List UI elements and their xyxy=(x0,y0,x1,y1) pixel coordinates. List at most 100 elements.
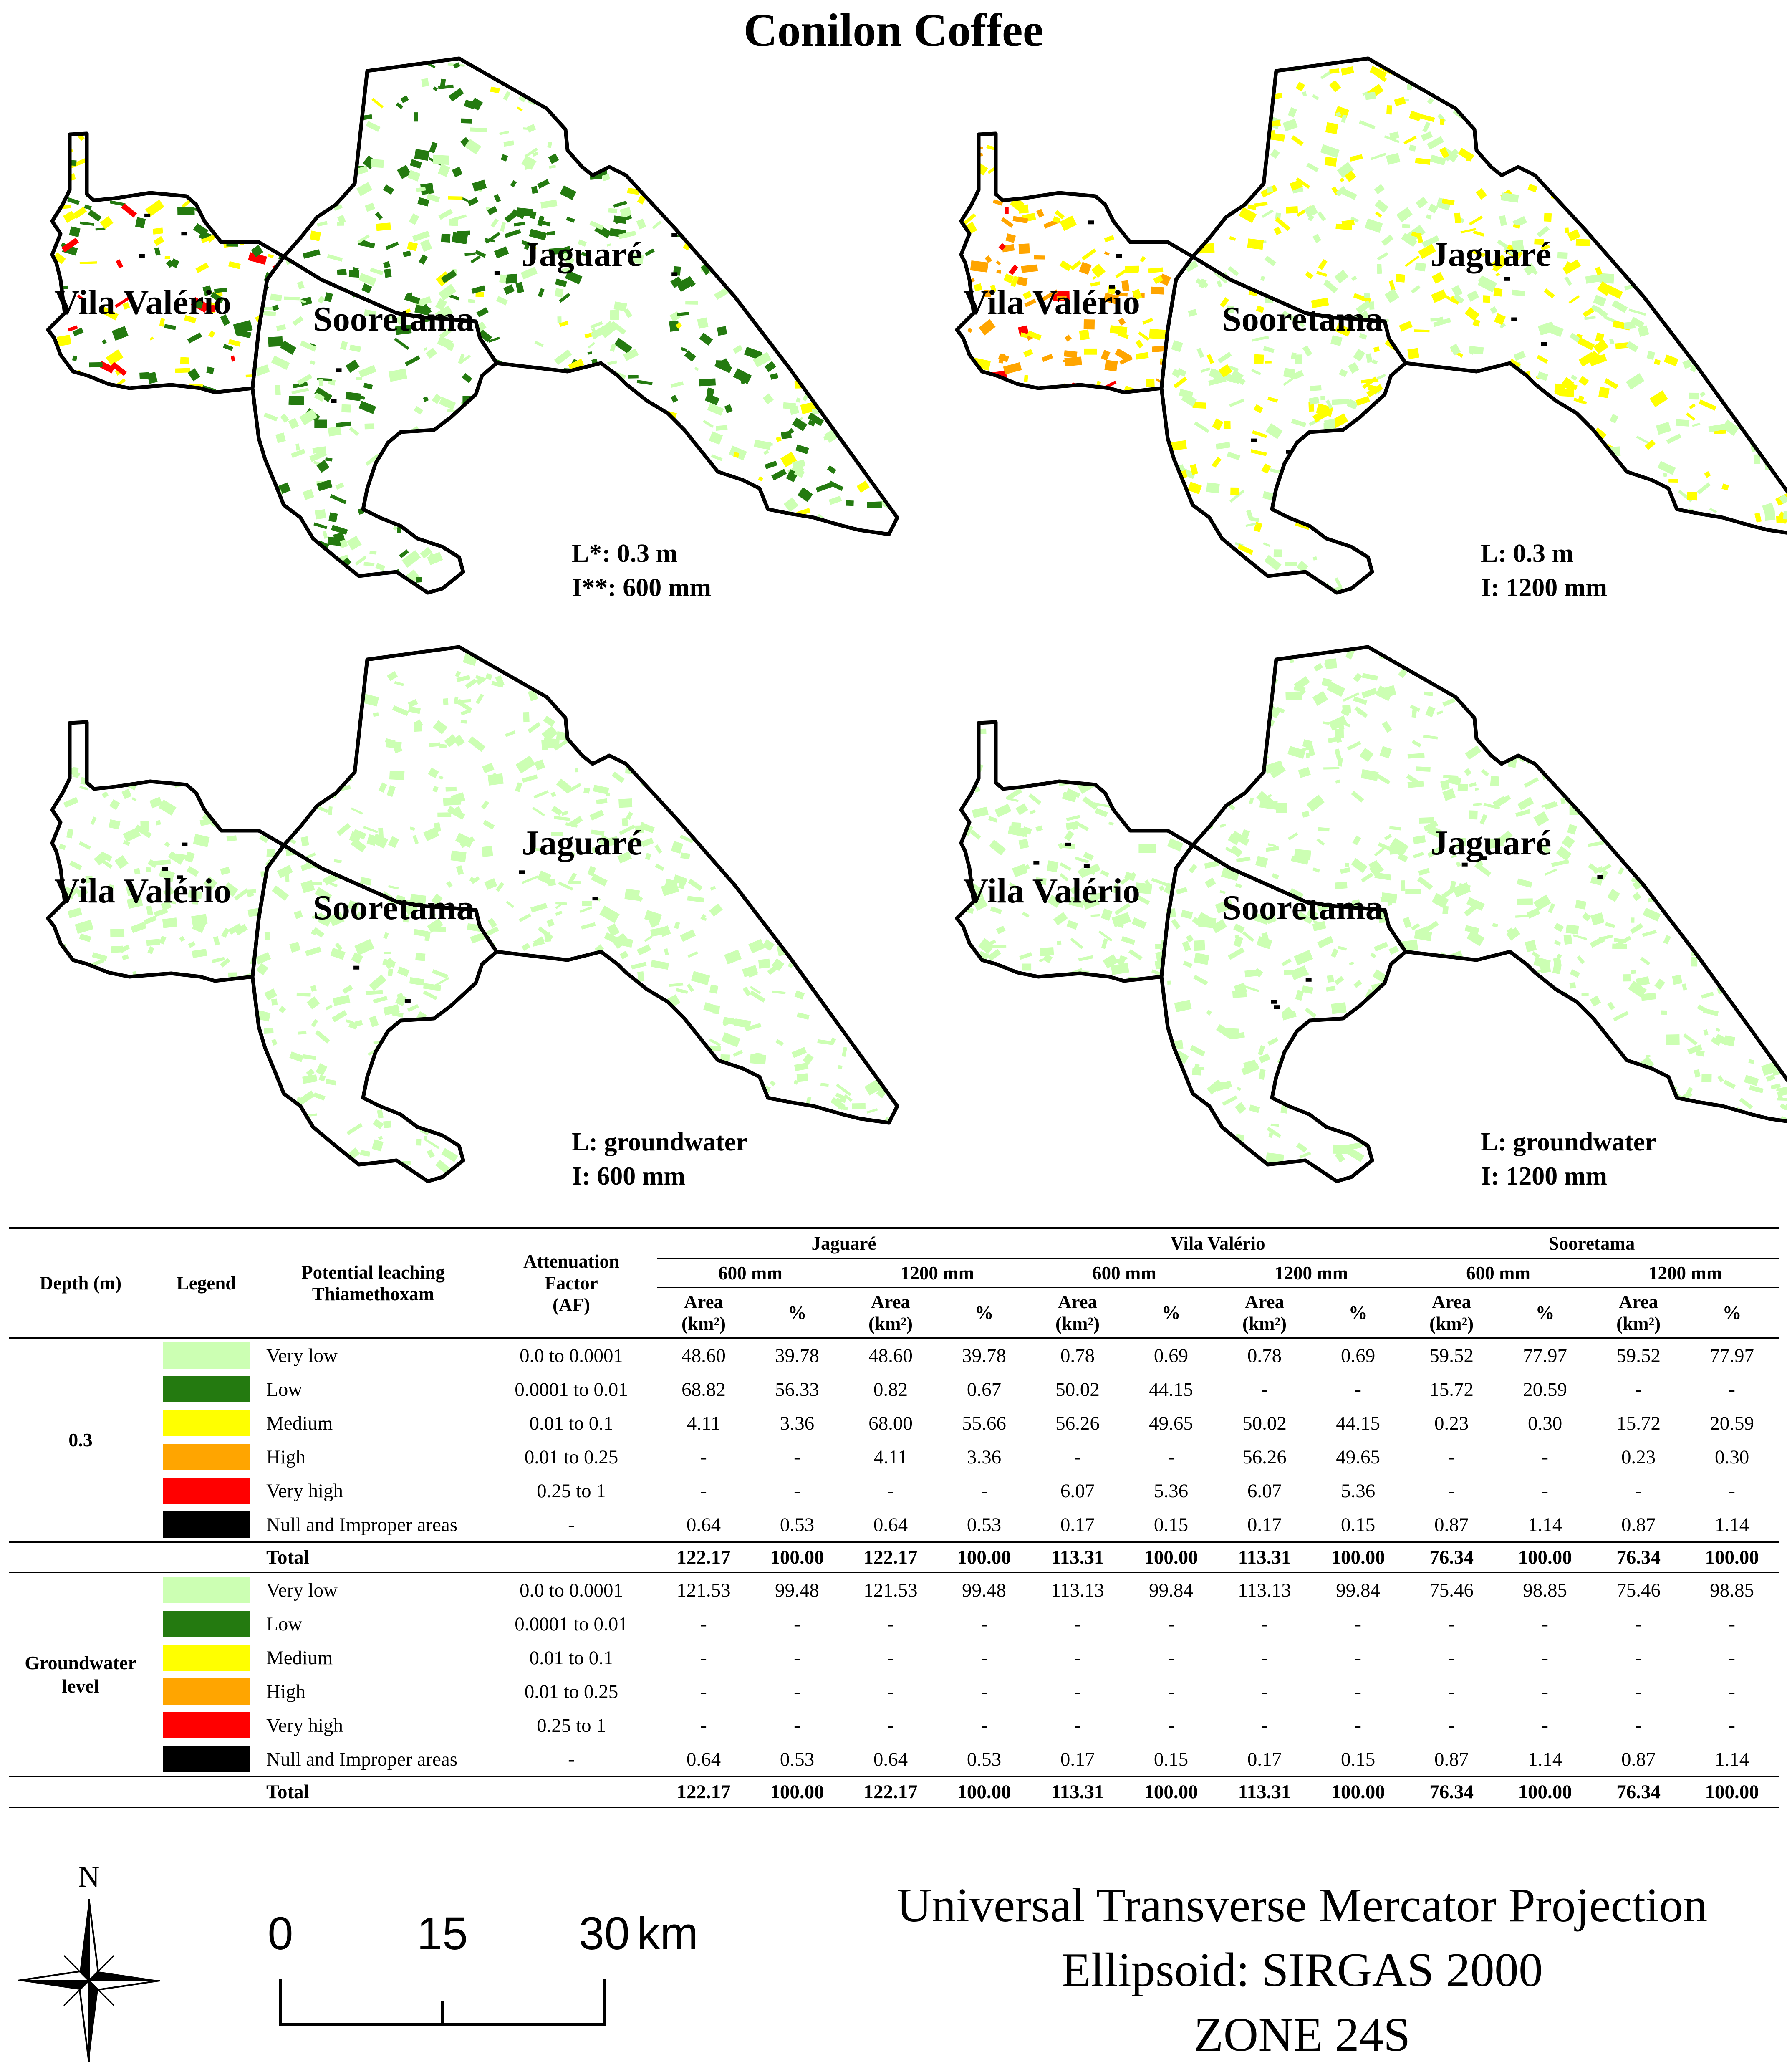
header-text: Area xyxy=(1432,1291,1471,1312)
value-cell: 98.85 xyxy=(1710,1579,1754,1601)
layer-depth-label: L: groundwater xyxy=(1481,1128,1656,1156)
value-cell: - xyxy=(1168,1446,1174,1468)
total-value-cell: 100.00 xyxy=(1124,1776,1218,1808)
value-cell: - xyxy=(1635,1714,1642,1736)
class-cell: Very low xyxy=(266,1344,338,1367)
label-sooretama: Sooretama xyxy=(313,300,474,339)
table-row: High 0.01 to 0.25 - - 4.11 3.36 - - 56.26 49.65 - -… xyxy=(9,1440,1779,1474)
header-text: % xyxy=(1161,1302,1181,1323)
value-cell: - xyxy=(1168,1613,1174,1635)
value-cell: 99.84 xyxy=(1336,1579,1380,1601)
total-value-cell: 113.31 xyxy=(1218,1541,1312,1573)
legend-swatch xyxy=(163,1746,250,1772)
value-cell: 44.15 xyxy=(1336,1412,1380,1434)
map-panel-4: Vila Valério Sooretama Jaguaré L: groundwat… xyxy=(934,634,1787,1227)
value-cell: - xyxy=(700,1613,707,1635)
value-cell: 0.78 xyxy=(1060,1344,1095,1367)
header-area: Area (km²) xyxy=(1405,1287,1499,1339)
value-cell: 0.64 xyxy=(873,1748,908,1770)
header-text: Thiamethoxam xyxy=(312,1284,434,1304)
value-cell: - xyxy=(1635,1613,1642,1635)
value-cell: 0.23 xyxy=(1621,1446,1656,1468)
header-legend: Legend xyxy=(152,1227,260,1339)
value-cell: 20.59 xyxy=(1710,1412,1754,1434)
legend-swatch xyxy=(163,1444,250,1470)
legend-swatch xyxy=(163,1645,250,1671)
af-cell: 0.01 to 0.25 xyxy=(524,1446,618,1468)
value-cell: - xyxy=(1448,1680,1455,1703)
total-label: Total xyxy=(260,1541,486,1573)
layer-depth-label: L*: 0.3 m xyxy=(572,539,678,568)
total-value-cell: 122.17 xyxy=(657,1776,750,1808)
value-cell: 0.30 xyxy=(1527,1412,1562,1434)
label-vila-valerio: Vila Valério xyxy=(54,283,231,322)
value-cell: 0.30 xyxy=(1714,1446,1749,1468)
total-value-cell: 113.31 xyxy=(1031,1541,1125,1573)
value-cell: 5.36 xyxy=(1340,1480,1376,1502)
header-text: % xyxy=(974,1302,994,1323)
value-cell: 44.15 xyxy=(1149,1378,1193,1400)
value-cell: - xyxy=(1635,1647,1642,1669)
value-cell: - xyxy=(1542,1714,1548,1736)
value-cell: 98.85 xyxy=(1523,1579,1567,1601)
header-irrigation: 1200 mm xyxy=(844,1258,1031,1288)
value-cell: - xyxy=(1729,1714,1735,1736)
value-cell: 0.53 xyxy=(780,1748,815,1770)
scale-unit: km xyxy=(637,1908,699,1959)
value-cell: 0.17 xyxy=(1060,1748,1095,1770)
header-attenuation-factor: Attenuation Factor (AF) xyxy=(486,1227,657,1339)
header-area: Area (km²) xyxy=(1218,1287,1312,1339)
value-cell: - xyxy=(1355,1647,1361,1669)
value-cell: - xyxy=(700,1647,707,1669)
map-parameters: L*: 0.3 m I**: 600 mm xyxy=(572,536,711,605)
irrigation-label: I: 1200 mm xyxy=(1481,574,1608,602)
header-text: (km²) xyxy=(868,1313,913,1334)
table-row: 0.3 Very low 0.0 to 0.0001 48.60 39.78 48.60 3… xyxy=(9,1338,1779,1450)
value-cell: - xyxy=(794,1647,800,1669)
value-cell: - xyxy=(887,1714,894,1736)
value-cell: 0.23 xyxy=(1434,1412,1469,1434)
value-cell: - xyxy=(981,1647,987,1669)
total-value-cell: 100.00 xyxy=(937,1541,1031,1573)
value-cell: 39.78 xyxy=(775,1344,819,1367)
value-cell: 0.17 xyxy=(1247,1748,1282,1770)
total-value-cell: 76.34 xyxy=(1592,1776,1686,1808)
value-cell: - xyxy=(887,1480,894,1502)
header-irrigation: 1200 mm xyxy=(1592,1258,1779,1288)
value-cell: 113.13 xyxy=(1051,1579,1104,1601)
legend-swatch xyxy=(163,1410,250,1436)
value-cell: 121.53 xyxy=(863,1579,918,1601)
header-text: Area xyxy=(871,1291,911,1312)
value-cell: - xyxy=(1635,1378,1642,1400)
class-cell: Null and Improper areas xyxy=(266,1514,458,1536)
header-text: Area xyxy=(1619,1291,1658,1312)
total-value-cell: 100.00 xyxy=(1685,1776,1779,1808)
value-cell: 0.64 xyxy=(873,1514,908,1536)
total-value-cell: 100.00 xyxy=(1685,1541,1779,1573)
value-cell: - xyxy=(1448,1613,1455,1635)
total-value-cell: 113.31 xyxy=(1218,1776,1312,1808)
value-cell: - xyxy=(794,1613,800,1635)
value-cell: 0.78 xyxy=(1247,1344,1282,1367)
header-potential-leaching: Potential leaching Thiamethoxam xyxy=(260,1227,486,1339)
value-cell: 0.17 xyxy=(1060,1514,1095,1536)
total-value-cell: 100.00 xyxy=(1498,1541,1592,1573)
value-cell: - xyxy=(1355,1714,1361,1736)
value-cell: - xyxy=(887,1680,894,1703)
value-cell: - xyxy=(1729,1378,1735,1400)
header-text: Legend xyxy=(176,1273,236,1294)
legend-cell xyxy=(152,1508,260,1542)
total-label: Total xyxy=(260,1776,486,1808)
table-row: Very high 0.25 to 1 - - - - 6.07 5.36 6.07 5.36 - -… xyxy=(9,1474,1779,1508)
value-cell: - xyxy=(700,1714,707,1736)
value-cell: - xyxy=(794,1446,800,1468)
legend-cell xyxy=(152,1573,260,1607)
header-text: Potential leaching xyxy=(301,1262,445,1283)
projection-line-2: Ellipsoid: SIRGAS 2000 xyxy=(1061,1943,1543,1997)
value-cell: - xyxy=(1355,1680,1361,1703)
layer-depth-label: L: groundwater xyxy=(572,1128,747,1156)
value-cell: 0.15 xyxy=(1153,1514,1189,1536)
value-cell: - xyxy=(981,1613,987,1635)
legend-cell xyxy=(152,1338,260,1373)
header-percent: % xyxy=(1685,1287,1779,1339)
